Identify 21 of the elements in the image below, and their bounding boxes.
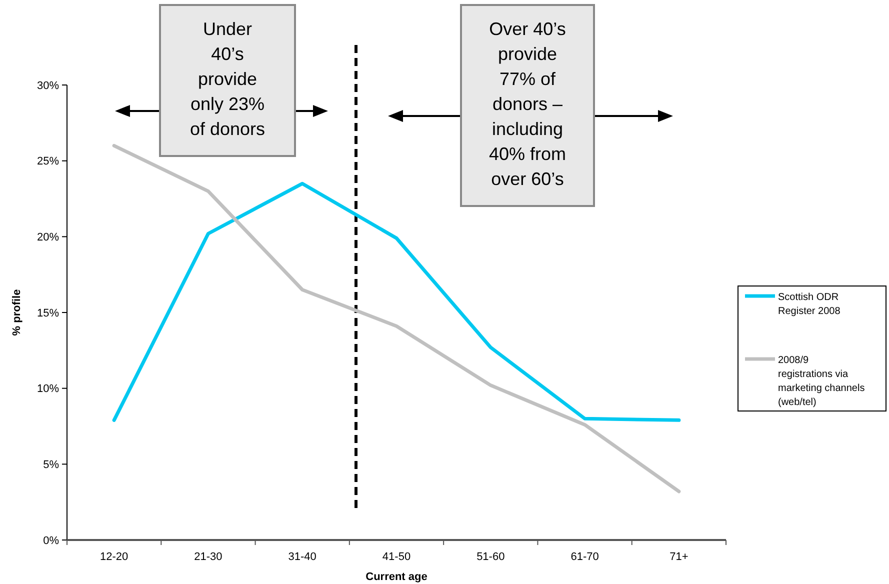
x-tick-label: 61-70: [570, 551, 599, 563]
line-series: [112, 144, 681, 494]
y-tick-label: 0%: [43, 534, 60, 547]
legend-label: Scottish ODR Register 2008: [778, 292, 841, 317]
legend-label: 2008/9 registrations via marketing channels (web/tel): [778, 355, 865, 408]
annotation: Under 40’s provide only 23% of donors: [190, 19, 266, 139]
y-tick-label: 30%: [36, 80, 60, 92]
x-tick-label: 71+: [670, 551, 688, 563]
y-tick-label: 5%: [43, 459, 60, 472]
x-tick-label: 51-60: [476, 551, 505, 563]
y-axis-title: % profile: [11, 289, 23, 336]
annotation: Over 40’s provide 77% of donors – including 40% from over 60’s: [488, 19, 566, 189]
y-tick-label: 10%: [36, 383, 60, 396]
x-tick-label: 41-50: [382, 551, 411, 563]
y-tick-label: 15%: [36, 307, 60, 320]
x-axis-title: Current age: [366, 571, 428, 583]
y-tick-label: 20%: [36, 232, 60, 244]
y-tick-label: 25%: [36, 156, 60, 168]
x-tick-label: 31-40: [288, 551, 316, 563]
x-tick-label: 21-30: [194, 551, 222, 563]
x-tick-label: 12-20: [100, 551, 128, 563]
